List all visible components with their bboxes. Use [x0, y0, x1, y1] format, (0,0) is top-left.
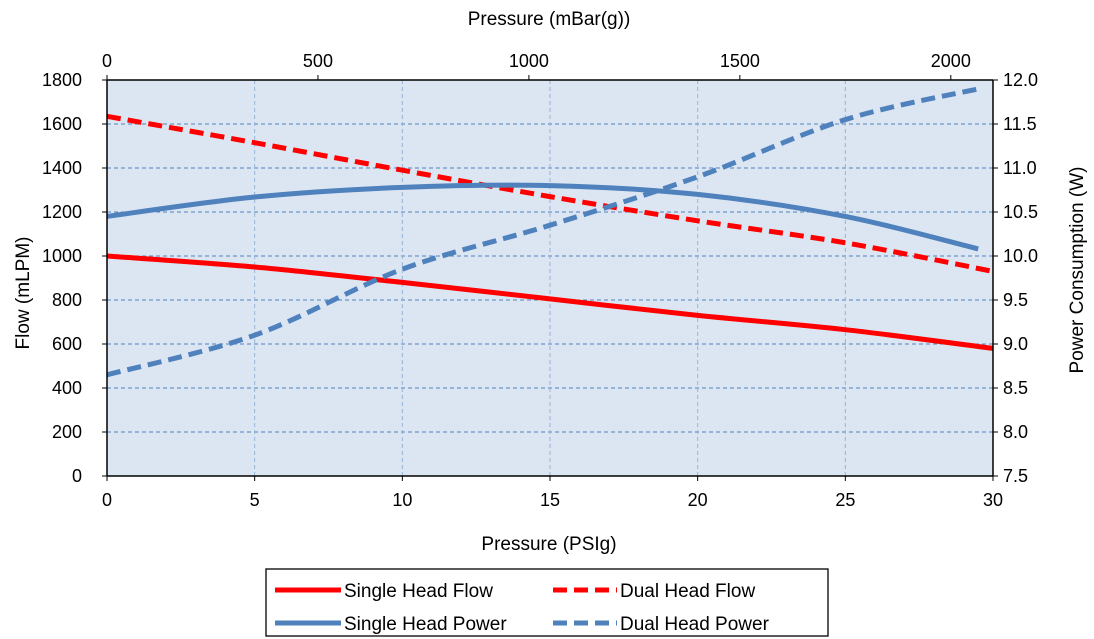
y-tick-label-1: 200	[52, 422, 82, 442]
x2-tick-label-3: 1500	[720, 51, 760, 71]
y-tick-label-2: 400	[52, 378, 82, 398]
tick-labels: 0 5 10 15 20 25 30 0 500 1000 1500 2000 0 200 400 600 80…	[42, 51, 1038, 510]
x2-tick-label-1: 500	[303, 51, 333, 71]
legend-label-dual-head-flow: Dual Head Flow	[620, 581, 755, 602]
y2-tick-label-8: 11.5	[1003, 114, 1037, 134]
x2-axis-title: Pressure (mBar(g))	[468, 9, 631, 30]
y2-tick-label-5: 10.0	[1003, 246, 1038, 266]
y2-tick-label-6: 10.5	[1003, 202, 1038, 222]
x-tick-label-1: 5	[250, 490, 260, 510]
x2-tick-label-4: 2000	[931, 51, 971, 71]
legend-label-single-head-power: Single Head Power	[344, 614, 507, 635]
y-tick-label-3: 600	[52, 334, 82, 354]
x-tick-label-2: 10	[392, 490, 412, 510]
y-tick-label-4: 800	[52, 290, 82, 310]
legend-label-dual-head-power: Dual Head Power	[620, 614, 770, 635]
y2-tick-label-3: 9.0	[1003, 334, 1028, 354]
series-line-dual-head-flow	[106, 113, 994, 274]
y-tick-label-0: 0	[72, 466, 82, 486]
x-tick-label-5: 25	[835, 490, 855, 510]
series-group	[106, 86, 994, 378]
y2-axis-title: Power Consumption (W)	[1067, 167, 1088, 374]
y2-tick-label-9: 12.0	[1003, 70, 1038, 90]
y2-tick-label-1: 8.0	[1003, 422, 1028, 442]
legend: Single Head Flow Dual Head Flow Single H…	[265, 568, 829, 637]
series-line-dual-head-power	[106, 86, 979, 378]
series-line-single-head-power	[106, 182, 979, 252]
y-tick-label-6: 1200	[42, 202, 82, 222]
x-axis-title: Pressure (PSIg)	[481, 534, 616, 555]
x-tick-label-4: 20	[688, 490, 708, 510]
legend-label-single-head-flow: Single Head Flow	[344, 581, 493, 602]
y2-tick-label-2: 8.5	[1003, 378, 1028, 398]
y-tick-label-9: 1800	[42, 70, 82, 90]
y-tick-label-5: 1000	[42, 246, 82, 266]
series-line-single-head-flow	[106, 253, 994, 351]
y-tick-label-7: 1400	[42, 158, 82, 178]
x-tick-label-3: 15	[540, 490, 560, 510]
x2-tick-label-2: 1000	[509, 51, 549, 71]
y2-tick-label-0: 7.5	[1003, 466, 1028, 486]
x2-tick-label-0: 0	[102, 51, 112, 71]
x-tick-label-0: 0	[102, 490, 112, 510]
grid-lines	[107, 80, 993, 476]
x-tick-label-6: 30	[983, 490, 1003, 510]
axes-group	[102, 75, 998, 481]
y2-tick-label-7: 11.0	[1003, 158, 1037, 178]
y-tick-label-8: 1600	[42, 114, 82, 134]
legend-box	[265, 568, 829, 637]
y2-tick-label-4: 9.5	[1003, 290, 1028, 310]
y-axis-title: Flow (mLPM)	[13, 237, 34, 350]
